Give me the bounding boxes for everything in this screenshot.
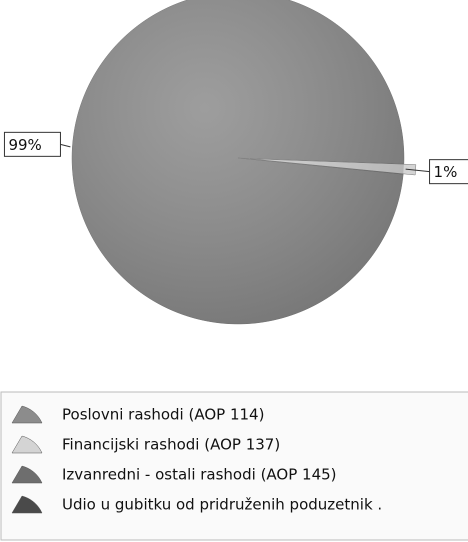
pie-slice bbox=[71, 0, 405, 325]
legend-swatch bbox=[11, 435, 43, 454]
pie: 99% 1% bbox=[3, 0, 468, 325]
legend-box bbox=[0, 391, 468, 541]
legend-swatch bbox=[11, 495, 43, 514]
label-box bbox=[3, 131, 61, 157]
label-box bbox=[429, 159, 468, 185]
legend-label: Poslovni rashodi (AOP 114) bbox=[62, 406, 264, 424]
legend-label: Udio u gubitku od pridruženih poduzetnik… bbox=[62, 496, 382, 514]
legend-label: Izvanredni - ostali rashodi (AOP 145) bbox=[62, 466, 337, 484]
data-label: 99% bbox=[8, 136, 41, 154]
legend-swatch bbox=[11, 405, 43, 424]
legend: Poslovni rashodi (AOP 114) Financijski ra… bbox=[11, 405, 382, 514]
leader-line bbox=[60, 143, 71, 148]
legend-label: Financijski rashodi (AOP 137) bbox=[62, 436, 280, 454]
legend-swatch bbox=[11, 465, 43, 484]
data-label: 1% bbox=[434, 163, 458, 181]
leader-line bbox=[405, 168, 430, 173]
